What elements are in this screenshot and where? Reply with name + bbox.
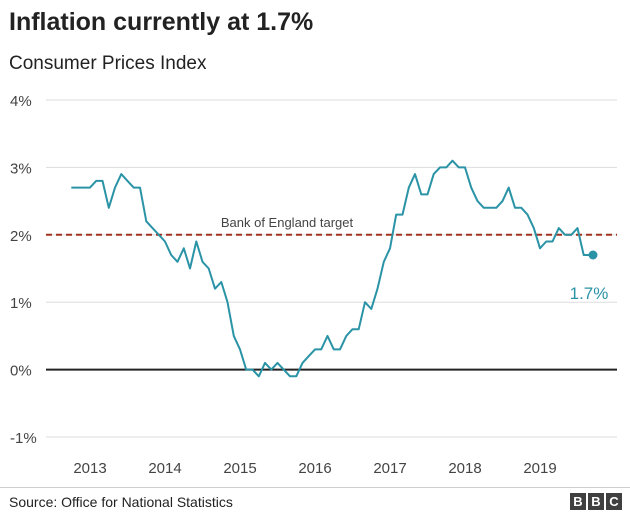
footer-divider — [0, 487, 630, 488]
y-tick-label: 4% — [10, 93, 32, 110]
y-tick-label: 0% — [10, 363, 32, 380]
x-tick-label: 2015 — [223, 460, 256, 477]
x-tick-label: 2014 — [148, 460, 181, 477]
y-tick-label: -1% — [10, 430, 37, 447]
target-line-group: Bank of England target — [46, 215, 617, 236]
chart-subtitle: Consumer Prices Index — [9, 53, 207, 74]
latest-value-label: 1.7% — [570, 284, 609, 303]
x-tick-label: 2013 — [73, 460, 106, 477]
latest-value-marker — [588, 250, 598, 260]
series-group: 1.7% — [71, 159, 609, 378]
y-axis-ticks: -1% 0% 1% 2% 3% 4% — [10, 93, 37, 447]
target-line-label: Bank of England target — [221, 215, 354, 230]
gridlines — [46, 99, 617, 438]
logo-letter: B — [570, 493, 586, 510]
logo-letter: C — [606, 493, 622, 510]
y-tick-label: 1% — [10, 295, 32, 312]
logo-letter: B — [588, 493, 604, 510]
x-tick-label: 2019 — [523, 460, 556, 477]
cpi-series-line — [71, 159, 590, 378]
x-tick-label: 2018 — [448, 460, 481, 477]
y-tick-label: 2% — [10, 228, 32, 245]
y-tick-label: 3% — [10, 160, 32, 177]
x-tick-label: 2017 — [373, 460, 406, 477]
x-tick-label: 2016 — [298, 460, 331, 477]
bbc-logo: B B C — [570, 493, 622, 510]
source-note: Source: Office for National Statistics — [9, 494, 233, 510]
x-axis-ticks: 2013 2014 2015 2016 2017 2018 2019 — [73, 460, 556, 477]
chart-title: Inflation currently at 1.7% — [9, 8, 314, 36]
inflation-line-chart: -1%0%1%2%3%4% 2013 2014 2015 2016 2017 2018 20… — [10, 93, 617, 477]
